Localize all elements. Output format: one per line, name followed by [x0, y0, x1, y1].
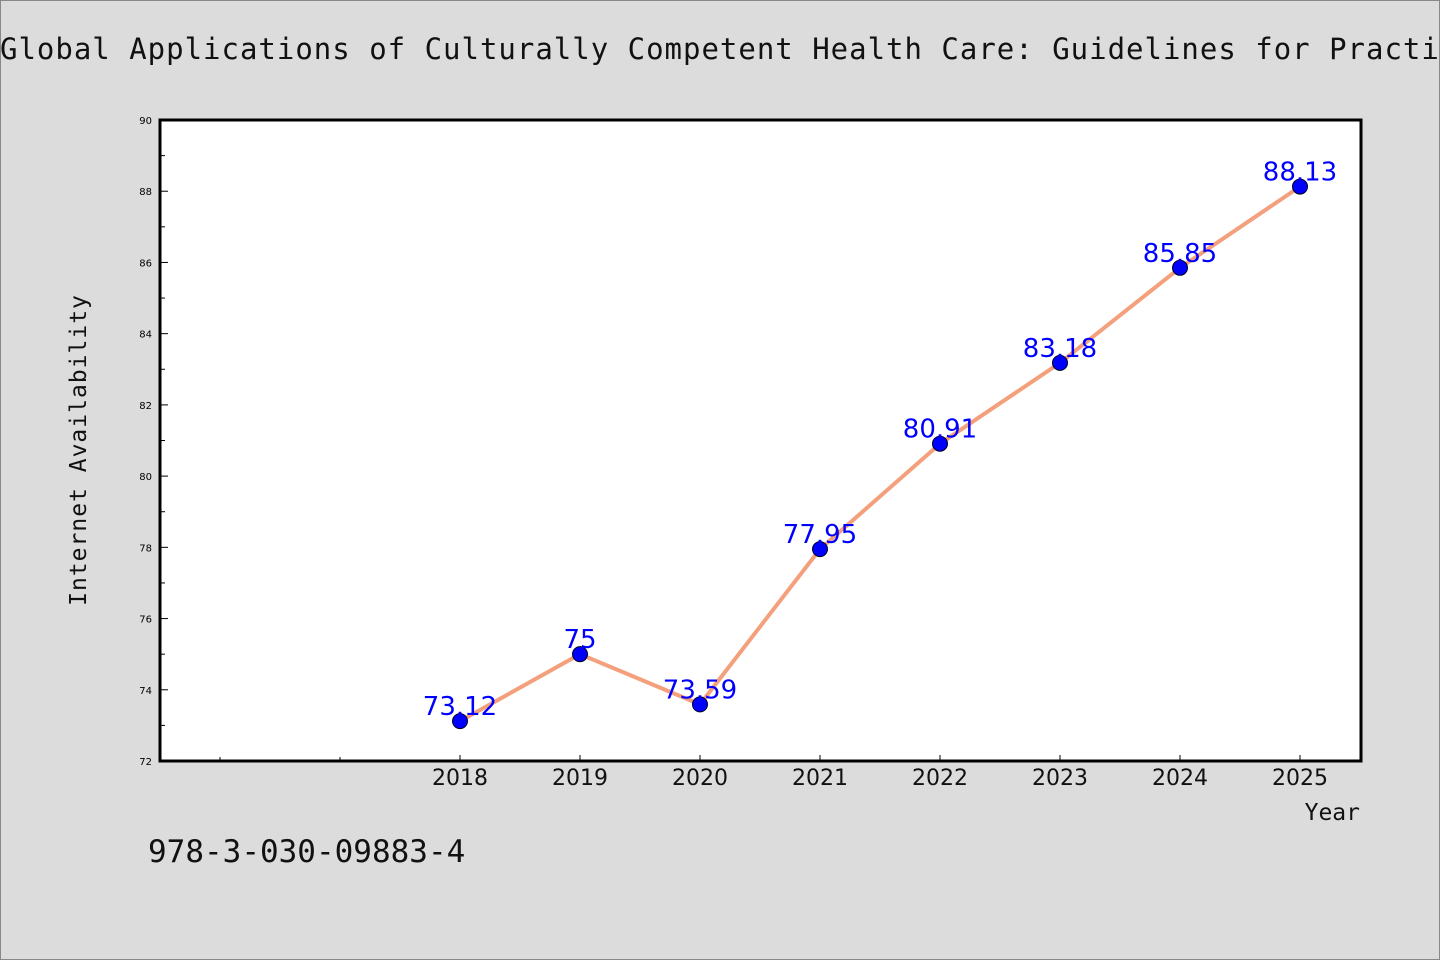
data-point — [932, 435, 948, 452]
data-point — [1052, 354, 1068, 371]
y-tick-label: 74 — [139, 686, 152, 697]
y-tick-label: 82 — [139, 401, 152, 412]
x-tick-label: 2024 — [1152, 766, 1208, 791]
x-axis: 2018 2019 2020 2021 2022 2023 2024 2025 — [219, 755, 1328, 791]
x-tick-label: 2023 — [1032, 766, 1088, 791]
data-label: 77.95 — [783, 520, 857, 550]
x-tick-label: 2018 — [432, 766, 488, 791]
data-point — [692, 696, 708, 713]
plot-area — [158, 118, 1363, 763]
data-label: 75 — [563, 625, 596, 655]
data-label: 73.59 — [663, 675, 737, 705]
y-tick-label: 86 — [139, 258, 152, 269]
data-point — [1172, 259, 1188, 276]
y-tick-label: 78 — [139, 543, 152, 554]
isbn-text: 978-3-030-09883-4 — [148, 834, 466, 870]
x-tick-label: 2022 — [912, 766, 968, 791]
data-label: 80.91 — [903, 415, 977, 445]
data-label: 88.13 — [1263, 158, 1337, 188]
x-axis-label: Year — [1305, 800, 1360, 826]
y-tick-label: 76 — [139, 615, 152, 626]
y-tick-label: 88 — [139, 187, 152, 198]
chart-title: Global Applications of Culturally Compet… — [0, 32, 1440, 66]
data-point — [812, 541, 828, 558]
x-tick-label: 2021 — [792, 766, 848, 791]
data-point — [1292, 178, 1308, 195]
y-axis-label: Internet Availability — [66, 294, 92, 606]
y-axis: 72 74 76 78 80 82 84 86 88 90 — [139, 116, 168, 768]
y-tick-label: 84 — [139, 330, 152, 341]
y-tick-label: 72 — [139, 757, 152, 768]
x-tick-label: 2025 — [1272, 766, 1328, 791]
series-group: 73.12 75 73.59 77.95 80.91 83.18 85.85 88.13 — [423, 158, 1337, 730]
data-label: 85.85 — [1143, 239, 1217, 269]
series-line — [458, 184, 1302, 724]
y-tick-label: 90 — [139, 116, 152, 127]
x-tick-label: 2020 — [672, 766, 728, 791]
data-point — [572, 646, 588, 663]
data-label: 83.18 — [1023, 334, 1097, 364]
data-point — [452, 713, 468, 730]
y-tick-label: 80 — [139, 472, 152, 483]
data-label: 73.12 — [423, 692, 497, 722]
x-tick-label: 2019 — [552, 766, 608, 791]
